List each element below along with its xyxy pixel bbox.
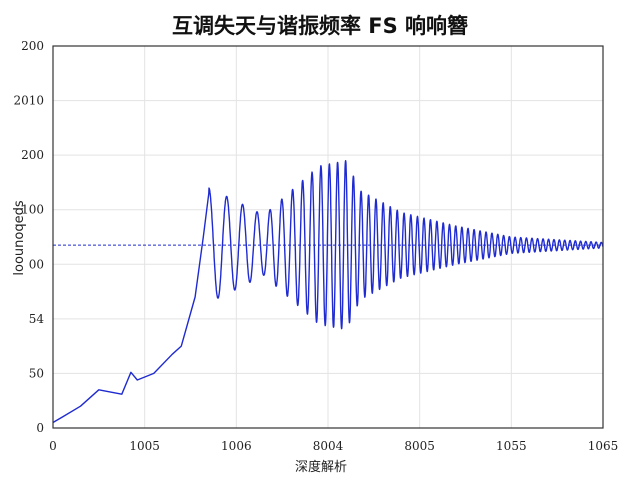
y-tick-label: 200 [21,148,44,162]
gridlines [53,46,603,428]
y-tick-label: 00 [29,257,44,271]
y-tick-label: 0 [36,421,44,435]
x-tick-label: 8004 [313,439,344,453]
x-tick-label: 1005 [129,439,160,453]
x-tick-label: 1065 [588,439,619,453]
plot-frame [52,45,604,429]
y-tick-label: 200 [21,39,44,53]
x-tick-label: 0 [49,439,57,453]
x-tick-labels: 0 1005 1006 8004 8005 1055 1065 [49,439,618,453]
y-tick-label: 2010 [13,94,44,108]
x-tick-label: 1006 [221,439,252,453]
y-axis-label: loounoqeds [12,200,27,275]
x-tick-label: 8005 [404,439,435,453]
y-tick-label: 100 [21,203,44,217]
x-axis-label: 深度解析 [295,459,347,475]
y-tick-label: 50 [29,366,44,380]
y-tick-label: 54 [29,312,45,326]
y-tick-labels: 200 2010 200 100 00 54 50 0 [13,39,44,435]
chart-title: 互调失天与谐振频率 FS 响响簪 [172,14,468,38]
series-line [52,160,604,424]
x-tick-label: 1055 [496,439,527,453]
